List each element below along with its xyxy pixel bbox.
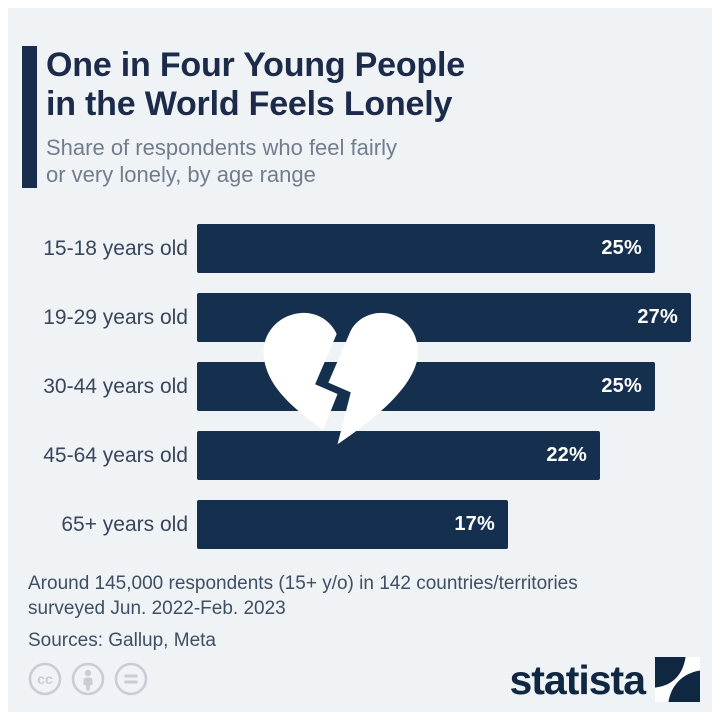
- statista-logo-text: statista: [509, 656, 646, 703]
- bar-row: 30-44 years old 25%: [8, 362, 712, 411]
- infographic-card: One in Four Young People in the World Fee…: [8, 8, 712, 712]
- bar-label: 65+ years old: [61, 512, 188, 536]
- cc-icon[interactable]: cc: [28, 662, 62, 696]
- bar-row: 19-29 years old 27%: [8, 293, 712, 342]
- no-derivatives-icon[interactable]: [114, 662, 148, 696]
- bar-value: 17%: [454, 513, 495, 535]
- bar: 27%: [197, 293, 691, 342]
- bar-row: 15-18 years old 25%: [8, 224, 712, 273]
- bar: 25%: [197, 362, 655, 411]
- bar-value: 27%: [637, 306, 678, 328]
- header: One in Four Young People in the World Fee…: [8, 8, 712, 188]
- attribution-person-icon[interactable]: [71, 662, 105, 696]
- bar-chart: 15-18 years old 25% 19-29 years old 27% …: [8, 224, 712, 549]
- statista-logo[interactable]: statista: [509, 657, 700, 702]
- bar-value: 25%: [601, 237, 642, 259]
- svg-text:cc: cc: [37, 671, 53, 687]
- subtitle-line-1: Share of respondents who feel fairly: [46, 135, 397, 160]
- bar-row: 65+ years old 17%: [8, 500, 712, 549]
- bar-label: 30-44 years old: [43, 374, 188, 398]
- title-line-2: in the World Feels Lonely: [46, 85, 453, 123]
- bar-rows: 15-18 years old 25% 19-29 years old 27% …: [8, 224, 712, 549]
- chart-subtitle: Share of respondents who feel fairly or v…: [46, 134, 465, 188]
- sources-line: Sources: Gallup, Meta: [28, 630, 216, 651]
- statista-logo-mark: [655, 657, 700, 702]
- title-line-1: One in Four Young People: [46, 46, 465, 84]
- bar-row: 45-64 years old 22%: [8, 431, 712, 480]
- bar: 22%: [197, 431, 600, 480]
- bar: 17%: [197, 500, 508, 549]
- license-icons: cc: [28, 662, 148, 702]
- bar: 25%: [197, 224, 655, 273]
- bar-label: 45-64 years old: [43, 443, 188, 467]
- footnote: Around 145,000 respondents (15+ y/o) in …: [28, 571, 688, 653]
- bar-label: 19-29 years old: [43, 305, 188, 329]
- subtitle-line-2: or very lonely, by age range: [46, 162, 316, 187]
- footnote-line-2: surveyed Jun. 2022-Feb. 2023: [28, 598, 286, 619]
- bottom-bar: cc statista: [28, 657, 700, 702]
- page-title: One in Four Young People in the World Fee…: [46, 46, 465, 124]
- title-accent-bar: [22, 46, 37, 188]
- header-text: One in Four Young People in the World Fee…: [46, 46, 465, 188]
- bar-label: 15-18 years old: [43, 236, 188, 260]
- footnote-line-1: Around 145,000 respondents (15+ y/o) in …: [28, 573, 578, 594]
- bar-value: 25%: [601, 375, 642, 397]
- bar-value: 22%: [546, 444, 587, 466]
